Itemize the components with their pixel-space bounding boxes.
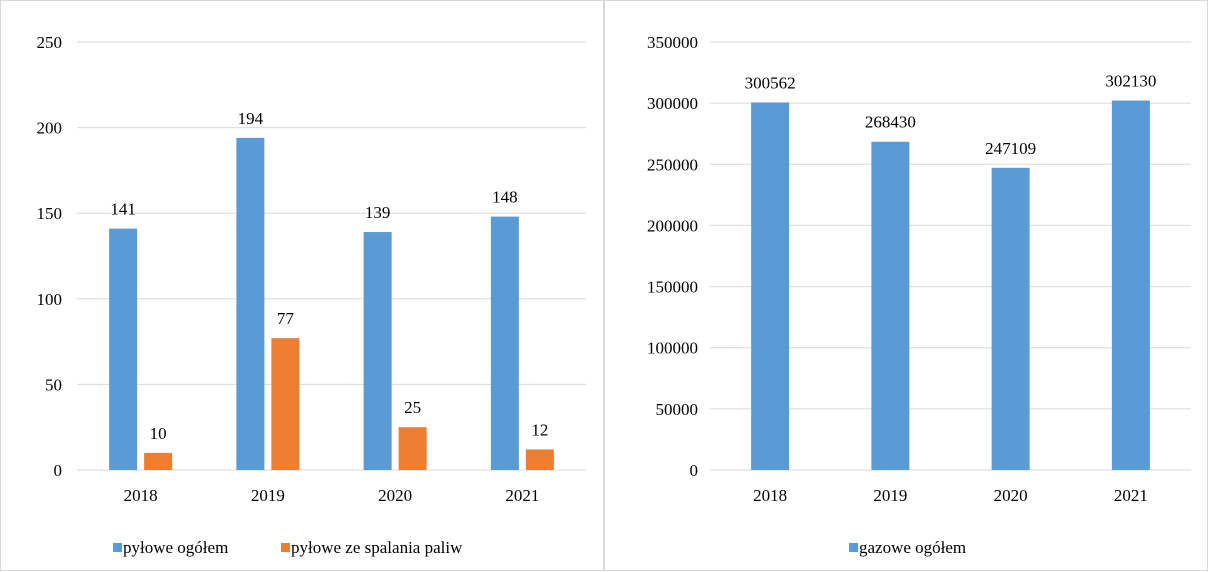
bar-gazowe-ogolem-2020 [991, 167, 1030, 471]
data-label: 141 [110, 200, 136, 219]
gas-emissions-bar-chart: 0 50000 100000 150000 200000 250000 300000 3500… [647, 33, 1191, 557]
legend-label-gazowe-ogolem: gazowe ogółem [859, 538, 966, 557]
legend-swatch-pylowe-ogolem [113, 543, 122, 552]
y-tick-label: 300000 [647, 94, 698, 113]
bar-pylowe-ogolem-2021 [490, 216, 519, 470]
data-label: 302130 [1105, 72, 1156, 91]
y-tick-label: 150000 [647, 278, 698, 297]
x-tick-label: 2021 [505, 486, 539, 505]
x-tick-label: 2019 [873, 486, 907, 505]
legend-label-pylowe-ze-spalania-paliw: pyłowe ze spalania paliw [291, 538, 463, 557]
y-tick-label: 350000 [647, 33, 698, 52]
bar-pylowe-ogolem-2020 [363, 232, 392, 470]
legend-swatch-pylowe-ze-spalania-paliw [281, 543, 290, 552]
data-label: 194 [238, 109, 264, 128]
y-tick-label: 200000 [647, 216, 698, 235]
data-label: 268430 [865, 113, 916, 132]
x-tick-label: 2018 [753, 486, 787, 505]
y-tick-label: 150 [37, 204, 63, 223]
data-label: 139 [365, 203, 391, 222]
bar-gazowe-ogolem-2018 [751, 102, 790, 470]
bar-pylowe-ze-spalania-paliw-2019 [271, 338, 300, 470]
y-tick-label: 0 [54, 461, 63, 480]
chart-panel-gas-emissions: 0 50000 100000 150000 200000 250000 300000 3500… [604, 0, 1208, 571]
bar-pylowe-ze-spalania-paliw-2021 [525, 449, 554, 470]
x-tick-label: 2020 [994, 486, 1028, 505]
x-tick-label: 2019 [251, 486, 285, 505]
y-tick-label: 250000 [647, 155, 698, 174]
y-tick-label: 100000 [647, 339, 698, 358]
data-label: 12 [531, 420, 548, 439]
y-tick-label: 50 [45, 375, 62, 394]
bar-pylowe-ze-spalania-paliw-2018 [144, 452, 173, 470]
y-tick-label: 0 [690, 461, 699, 480]
data-label: 10 [150, 424, 167, 443]
y-tick-label: 50000 [656, 400, 699, 419]
y-tick-label: 100 [37, 290, 63, 309]
data-label: 300562 [745, 73, 796, 92]
legend-label-pylowe-ogolem: pyłowe ogółem [123, 538, 228, 557]
dust-emissions-bar-chart: 0 50 100 150 200 250 141 194 139 148 10 77 25 12 2018 2… [37, 33, 586, 557]
bar-gazowe-ogolem-2021 [1111, 100, 1150, 470]
x-tick-label: 2020 [378, 486, 412, 505]
bar-pylowe-ogolem-2019 [236, 137, 265, 470]
data-label: 148 [492, 188, 518, 207]
x-tick-label: 2021 [1114, 486, 1148, 505]
bar-pylowe-ze-spalania-paliw-2020 [398, 427, 427, 470]
data-label: 25 [404, 398, 421, 417]
y-tick-label: 250 [37, 33, 63, 52]
data-label: 77 [277, 309, 295, 328]
data-label: 247109 [985, 139, 1036, 158]
chart-panel-dust-emissions: 0 50 100 150 200 250 141 194 139 148 10 77 25 12 2018 2… [0, 0, 604, 571]
legend-swatch-gazowe-ogolem [849, 543, 858, 552]
bar-pylowe-ogolem-2018 [109, 228, 138, 470]
y-tick-label: 200 [37, 119, 63, 138]
bar-gazowe-ogolem-2019 [871, 141, 910, 470]
x-tick-label: 2018 [124, 486, 158, 505]
